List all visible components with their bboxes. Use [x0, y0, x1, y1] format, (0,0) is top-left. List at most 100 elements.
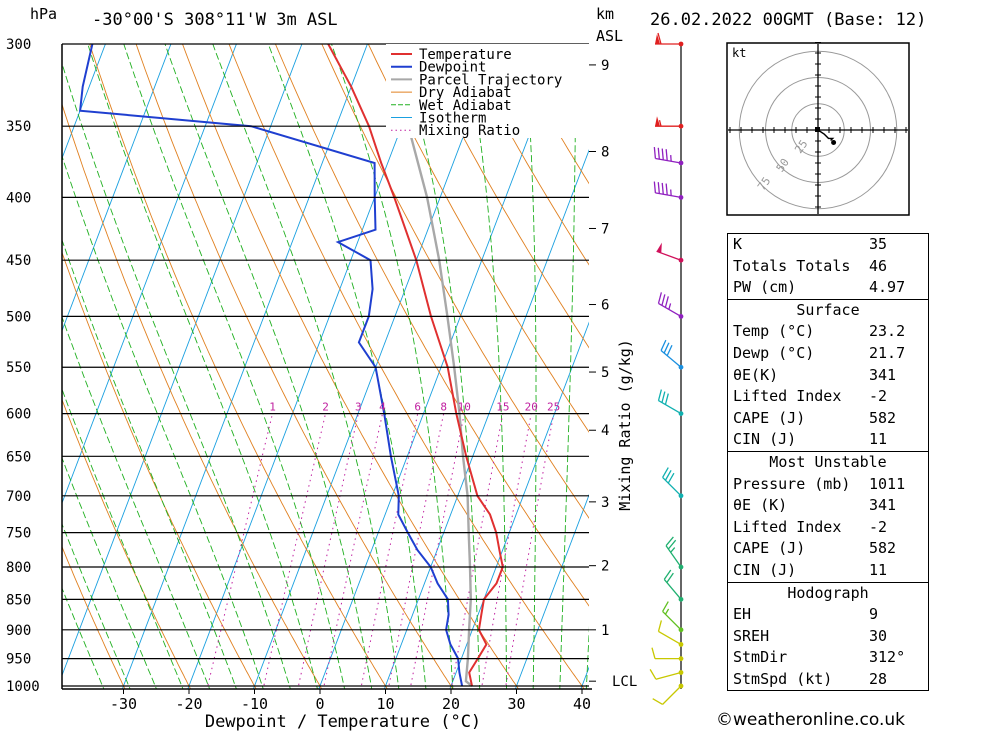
dry-adiabat-line: [228, 44, 585, 689]
pressure-tick-label: 850: [6, 592, 31, 608]
table-row-value: 21.7: [869, 343, 906, 362]
wind-barb-feather: [661, 391, 666, 403]
datetime-title: 26.02.2022 00GMT (Base: 12): [650, 10, 927, 30]
wet-adiabat-line: [62, 587, 105, 689]
wet-adiabat-line: [524, 44, 537, 689]
dry-adiabat-line: [135, 44, 454, 689]
dry-adiabat-line: [414, 44, 589, 349]
table-row: EH 9: [728, 604, 928, 626]
wind-barb-feather: [660, 339, 667, 351]
table-row-value: 582: [869, 539, 897, 558]
pressure-tick-label: 750: [6, 526, 31, 542]
table-row: StmDir 312°: [728, 647, 928, 669]
wind-barb: [656, 242, 684, 263]
isotherm-line: [449, 321, 589, 689]
wind-barb-dot: [678, 627, 684, 633]
table-row: CAPE (J) 582: [728, 408, 928, 430]
wind-barb-feather: [664, 393, 669, 405]
wind-barb-feather: [662, 601, 669, 612]
wind-barb-staff: [655, 157, 682, 164]
wind-barb-half: [658, 120, 662, 127]
table-row: CIN (J) 11: [728, 560, 928, 582]
table-row: Dewp (°C) 21.7: [728, 343, 928, 365]
dry-adiabat-line: [460, 44, 589, 266]
legend-label: Wet Adiabat: [419, 98, 512, 114]
km-unit-label: km: [596, 5, 615, 23]
wind-barb-staff: [658, 400, 682, 415]
legend-label: Dry Adiabat: [419, 85, 512, 101]
table-row: θE (K) 341: [728, 495, 928, 517]
wet-adiabat-line: [123, 44, 346, 689]
table-row-label: K: [733, 235, 743, 253]
wind-barb-dot: [678, 160, 684, 166]
wind-barb: [651, 647, 684, 662]
hodograph-ring-label: 50: [774, 156, 792, 174]
mixing-ratio-label: 15: [496, 401, 509, 414]
dry-adiabat-line: [62, 251, 257, 689]
mixing-ratio-label: 6: [414, 401, 421, 414]
wind-barb-feather: [665, 183, 668, 196]
table-row: PW (cm) 4.97: [728, 277, 928, 299]
mixing-ratio-label: 4: [379, 401, 386, 414]
dry-adiabat-line: [62, 102, 323, 689]
wet-adiabat-line: [62, 388, 184, 689]
dry-adiabat-line: [321, 44, 589, 519]
temp-tick-label: 0: [315, 695, 324, 713]
wet-adiabat-line: [87, 44, 318, 689]
dry-adiabat-line: [182, 44, 520, 689]
legend-label: Mixing Ratio: [419, 123, 520, 139]
wind-barb: [662, 601, 684, 633]
wet-adiabat-line: [331, 44, 454, 689]
wind-barb: [655, 116, 684, 129]
pressure-tick-label: 300: [6, 37, 31, 53]
pressure-tick-label: 500: [6, 309, 31, 325]
wind-barb-flag: [655, 34, 660, 44]
table-row: θE(K) 341: [728, 365, 928, 387]
wind-barb-feather: [663, 342, 670, 354]
table-row: Temp (°C) 23.2: [728, 321, 928, 343]
table-row-value: 4.97: [869, 278, 906, 297]
wind-barb-dot: [678, 313, 684, 319]
wind-barb-dot: [678, 642, 684, 647]
table-row-label: CAPE (J): [733, 408, 806, 427]
wind-barb-half: [668, 303, 672, 310]
mixing-ratio-line: [206, 413, 273, 689]
dry-adiabat-line: [274, 44, 589, 607]
wet-adiabat-line: [465, 44, 507, 689]
wind-barb-staff: [662, 685, 682, 705]
km-tick-label: 6: [601, 298, 609, 314]
location-title: -30°00'S 308°11'W 3m ASL: [92, 10, 338, 30]
wind-barb-dot: [678, 257, 684, 263]
wet-adiabat-line: [62, 238, 237, 689]
table-row-label: θE (K): [733, 496, 788, 515]
hodograph-trace: [817, 129, 835, 141]
mixing-ratio-label: 8: [440, 401, 447, 414]
wind-barb-dot: [678, 564, 684, 570]
dry-adiabat-line: [670, 7, 700, 712]
table-row-value: 312°: [869, 648, 906, 667]
table-row-label: Totals Totals: [733, 256, 851, 275]
wind-barb-feather: [652, 698, 663, 705]
hodograph-ring-label: 25: [792, 138, 810, 156]
table-row-value: -2: [869, 517, 888, 536]
table-row-value: 30: [869, 626, 888, 645]
wind-barb-feather: [666, 572, 674, 583]
wind-barb-half: [664, 608, 670, 615]
temp-tick-label: 40: [573, 695, 591, 713]
table-row-value: 11: [869, 430, 888, 449]
temp-tick-label: -10: [241, 695, 268, 713]
wind-barb: [649, 669, 684, 680]
isotherm-line: [62, 44, 172, 332]
wind-barb-staff: [655, 192, 682, 199]
wind-barb-feather: [666, 345, 673, 356]
wind-barb-dot: [678, 596, 684, 602]
pressure-tick-label: 600: [6, 407, 31, 423]
wind-barb-feather: [653, 147, 657, 159]
km-tick-label: 1: [601, 623, 609, 639]
wind-barb-dot: [678, 123, 684, 129]
wind-barb-dot: [678, 683, 684, 689]
wind-barb-feather: [651, 647, 656, 659]
copyright-footer[interactable]: ©weatheronline.co.uk: [716, 710, 906, 730]
table-row-value: 341: [869, 496, 897, 515]
